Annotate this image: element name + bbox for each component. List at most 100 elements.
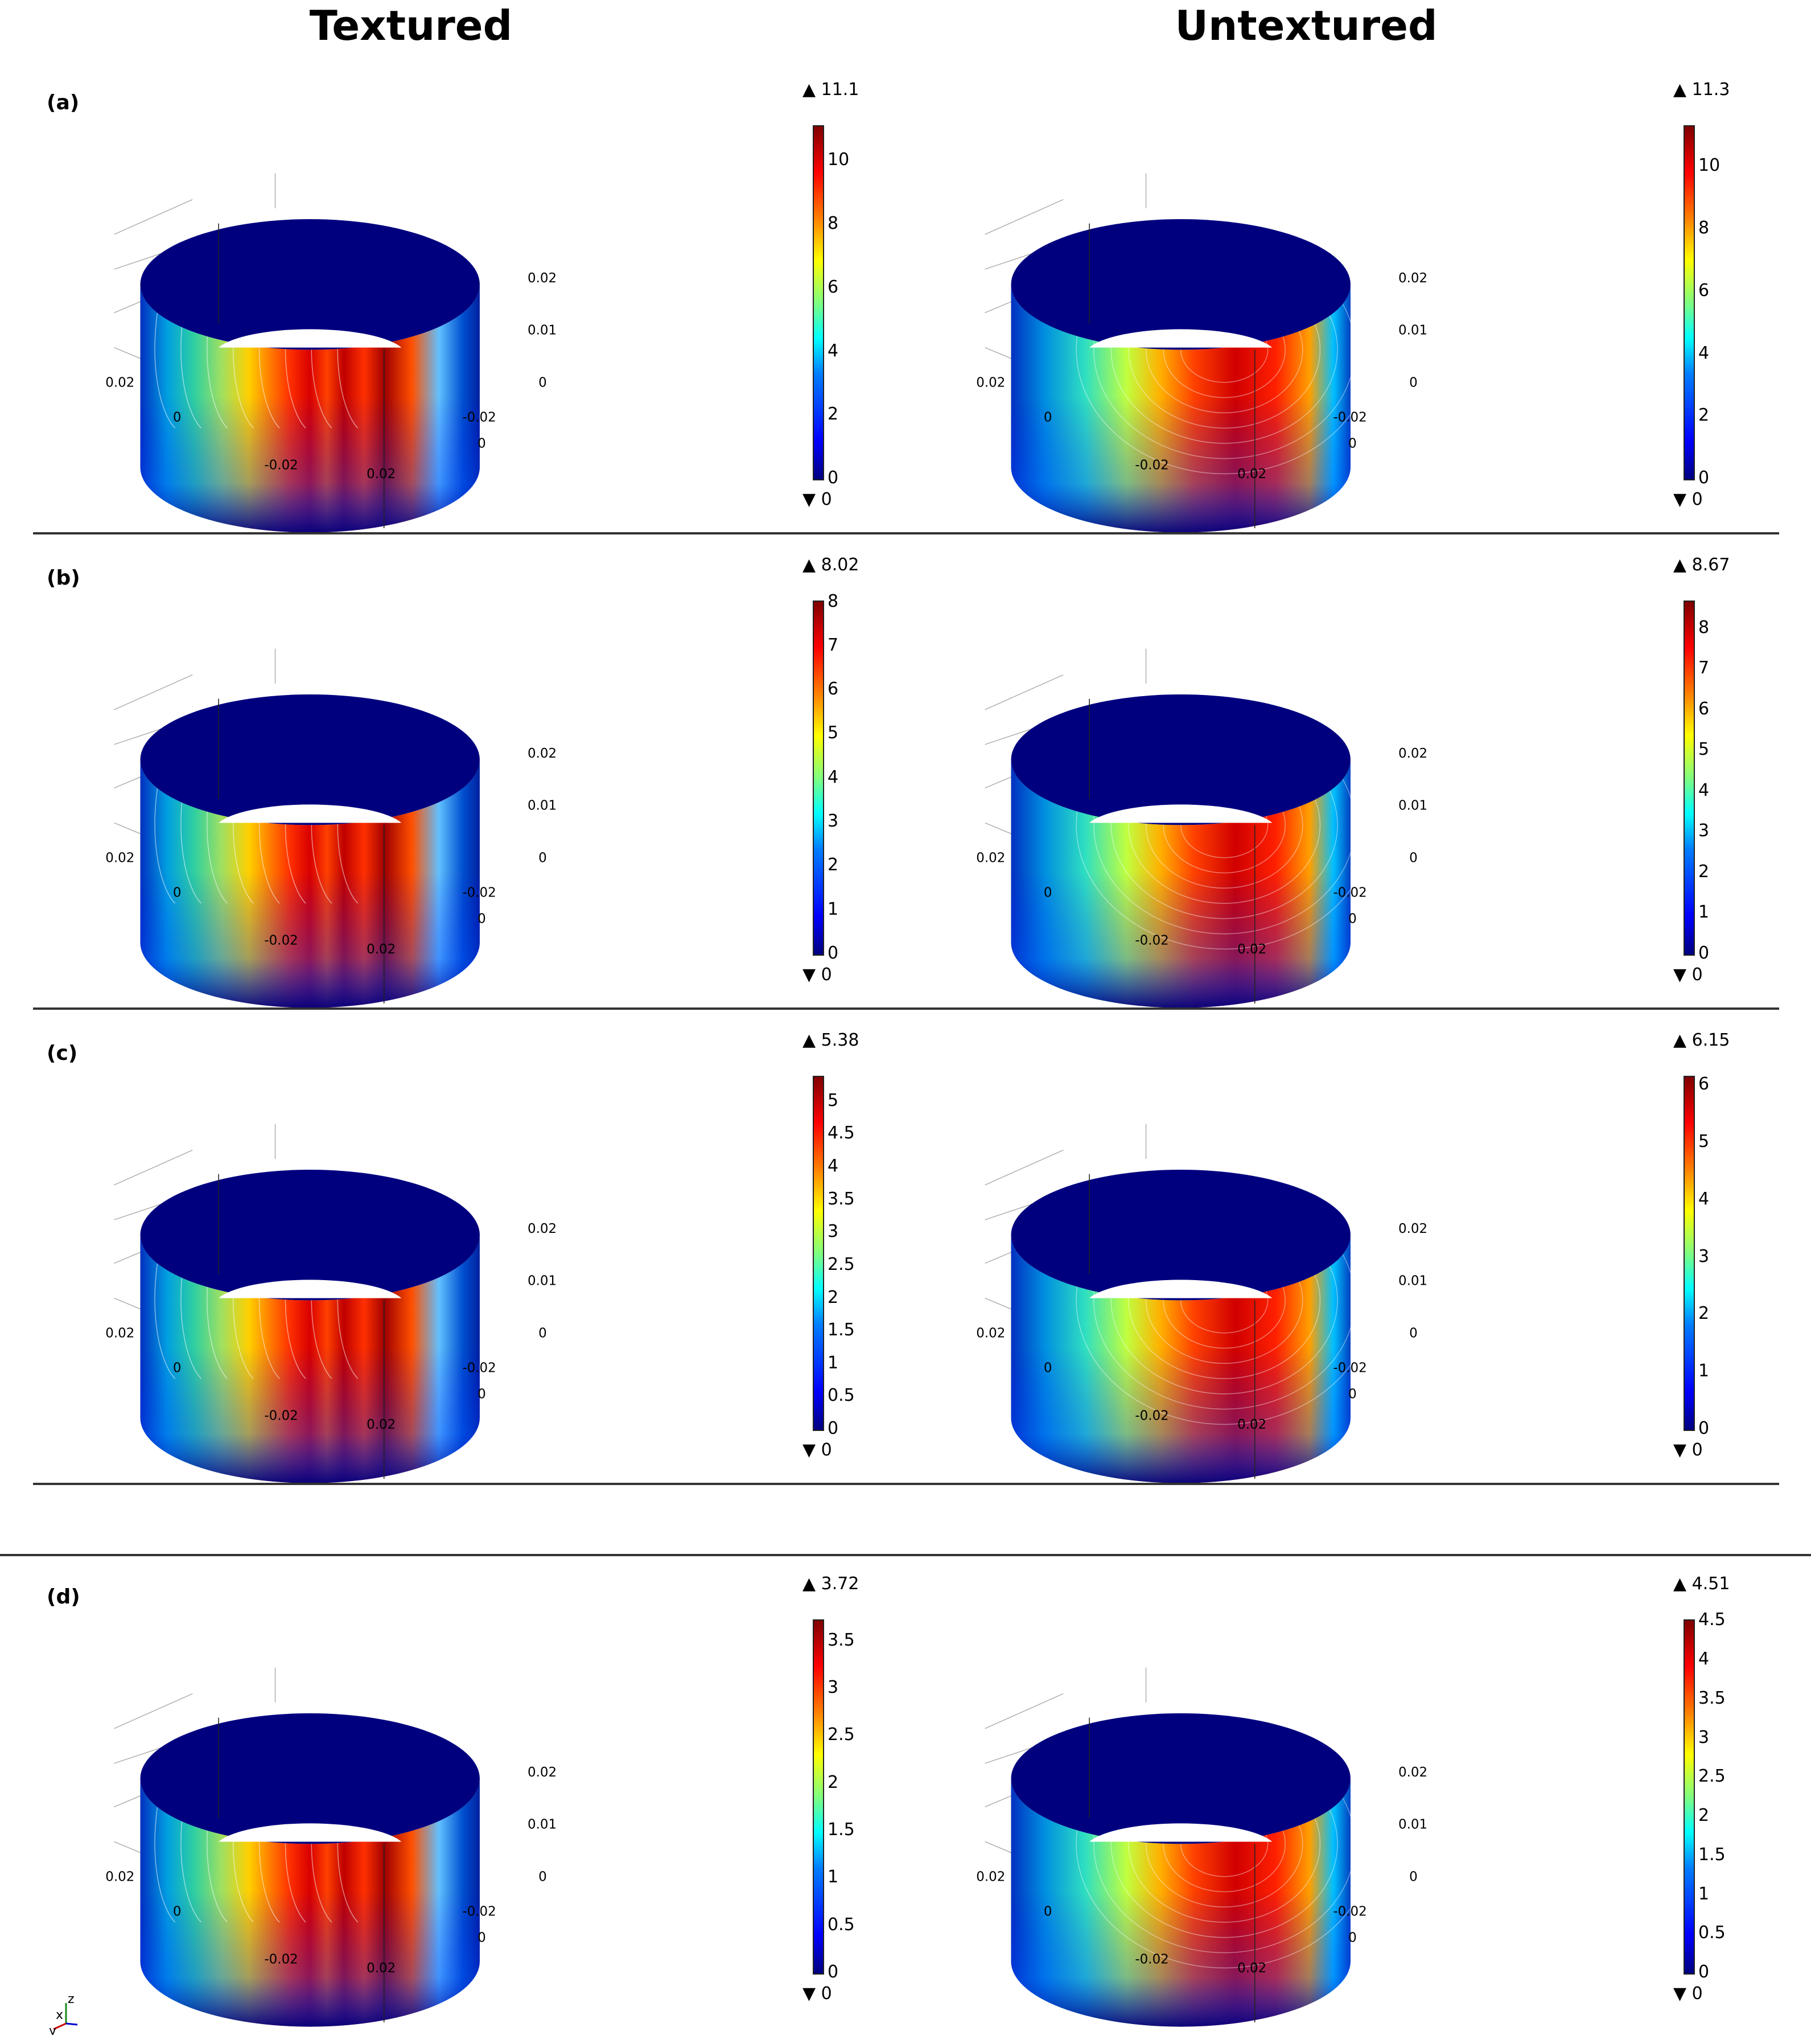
- textured-surface-plot: 0.02 0.01 0 0.02 0 -0.02 0 -0.02 0.02: [97, 606, 557, 1008]
- axis-tick-label: -0.02: [1135, 933, 1168, 948]
- max-triangle-icon: ▲: [802, 555, 821, 575]
- colorbar-tick-label: 2: [828, 1287, 839, 1307]
- axis-tick-label: 0.02: [367, 1961, 396, 1976]
- untextured-colorbar: ▲ 8.67 8 7 6 5 4 3 2 1 0 ▼ 0: [1673, 555, 1759, 1010]
- axis-tick-label: 0: [538, 1326, 547, 1340]
- axis-tick-label: 0.01: [1398, 1817, 1427, 1832]
- axis-tick-label: 0: [1044, 1361, 1052, 1376]
- cylinder-inner-opening: [219, 804, 402, 823]
- axis-tick-label: 0: [1409, 375, 1418, 390]
- triad-y-label: y: [49, 2024, 56, 2035]
- axis-tick-label: 0: [478, 436, 486, 451]
- colorbar-min: ▼ 0: [1673, 1984, 1703, 2004]
- colorbar-tick-label: 8: [828, 213, 839, 234]
- colorbar-tick-label: 7: [828, 635, 839, 655]
- axis-tick-label: 0.02: [1237, 1417, 1266, 1432]
- textured-cylinder-svg: 0.02 0.01 0 0.02 0 -0.02 0 -0.02 0.02: [105, 173, 557, 533]
- cylinder-top-face: [140, 1170, 480, 1301]
- colorbar-tick-label: 5: [1698, 739, 1710, 760]
- axis-tick-label: 0.02: [976, 375, 1005, 390]
- colorbar-max-value: 8.67: [1691, 555, 1730, 575]
- colorbar-tick-label: 3: [828, 811, 839, 832]
- axis-tick-label: 0.02: [1237, 1961, 1266, 1976]
- max-triangle-icon: ▲: [1673, 80, 1692, 100]
- colorbar-tick-label: 5: [1698, 1131, 1710, 1151]
- colorbar-tick-label: 5: [828, 1090, 839, 1111]
- axis-tick-label: 0: [1044, 1905, 1052, 1919]
- colorbar-tick-label: 1: [1698, 1883, 1710, 1904]
- untextured-cylinder-svg: 0.02 0.01 0 0.02 0 -0.02 0 -0.02 0.02: [976, 648, 1427, 1008]
- colorbar-min: ▼ 0: [1673, 965, 1703, 985]
- triad-z-label: z: [68, 1995, 75, 2006]
- row-separator: [33, 1483, 1779, 1485]
- colorbar-min: ▼ 0: [802, 1440, 832, 1460]
- colorbar-tick-label: 2.5: [828, 1725, 855, 1745]
- axis-tick-label: 0.01: [1398, 799, 1427, 813]
- axis-tick-label: 0: [1409, 1869, 1418, 1884]
- colorbar-min: ▼ 0: [1673, 490, 1703, 509]
- colorbar-tick-label: 1: [1698, 1361, 1710, 1381]
- panel-label: (a): [47, 91, 80, 114]
- contour-line: [154, 310, 176, 429]
- colorbar-gradient: [1684, 125, 1695, 480]
- colorbar-min-value: 0: [821, 1440, 832, 1460]
- colorbar-max-value: 11.1: [821, 80, 859, 100]
- axis-tick-label: -0.02: [1135, 458, 1168, 473]
- colorbar-gradient: [813, 1619, 824, 1975]
- colorbar-gradient: [813, 125, 824, 480]
- colorbar-tick-label: 3: [828, 1222, 839, 1242]
- colorbar-tick-label: 2.5: [1698, 1766, 1726, 1787]
- colorbar-max: ▲ 11.3: [1673, 80, 1730, 100]
- colorbar-tick-label: 2: [1698, 861, 1710, 882]
- colorbar-max-value: 6.15: [1691, 1030, 1730, 1050]
- axis-tick-label: -0.02: [1135, 1952, 1168, 1967]
- cylinder-inner-opening: [219, 1823, 402, 1842]
- axis-tick-label: 0: [538, 375, 547, 390]
- colorbar-min: ▼ 0: [802, 490, 832, 509]
- colorbar-min-value: 0: [821, 965, 832, 985]
- axis-tick-label: 0: [478, 1387, 486, 1401]
- axis-tick-label: 0.02: [1398, 1222, 1427, 1236]
- axis-tick-label: 0.02: [367, 942, 396, 957]
- colorbar-tick-label: 4: [1698, 1649, 1710, 1669]
- cylinder-inner-opening: [219, 1280, 402, 1298]
- axis-tick-label: 0.02: [528, 746, 557, 761]
- max-triangle-icon: ▲: [802, 1574, 821, 1594]
- axis-tick-label: 0: [1348, 436, 1357, 451]
- axis-tick-label: 0: [1348, 1387, 1357, 1401]
- cylinder-inner-opening: [1089, 1823, 1273, 1842]
- axis-tick-label: -0.02: [264, 458, 298, 473]
- axis-tick-label: 0: [1409, 850, 1418, 865]
- axis-tick-label: 0: [173, 1361, 182, 1376]
- untextured-surface-plot: 0.02 0.01 0 0.02 0 -0.02 0 -0.02 0.02: [968, 606, 1427, 1008]
- max-triangle-icon: ▲: [1673, 1574, 1692, 1594]
- colorbar-tick-label: 4: [828, 767, 839, 787]
- panel-row-b: (b) 0.02 0.01 0 0.02 0 -0.02 0 -0.02 0.02 ▲ 8.02 8 7…: [0, 544, 1811, 1016]
- colorbar-min: ▼ 0: [802, 1984, 832, 2004]
- cylinder-top-face: [140, 1713, 480, 1844]
- colorbar-tick-label: 4: [1698, 343, 1710, 363]
- colorbar-gradient: [813, 1076, 824, 1431]
- cylinder-top-face: [1011, 219, 1351, 350]
- cylinder-inner-opening: [219, 329, 402, 348]
- axis-tick-label: -0.02: [264, 1409, 298, 1424]
- colorbar-tick-label: 1.5: [1698, 1844, 1726, 1865]
- axis-tick-label: 0: [538, 1869, 547, 1884]
- contour-line: [154, 1261, 176, 1379]
- axis-tick-label: 0: [173, 1905, 182, 1919]
- min-triangle-icon: ▼: [802, 965, 821, 985]
- colorbar-min-value: 0: [1691, 1440, 1703, 1460]
- min-triangle-icon: ▼: [802, 1440, 821, 1460]
- axis-tick-label: -0.02: [1135, 1409, 1168, 1424]
- textured-surface-plot: 0.02 0.01 0 0.02 0 -0.02 0 -0.02 0.02: [97, 1625, 557, 2027]
- cylinder-top-face: [1011, 1713, 1351, 1844]
- axis-tick-label: 0.02: [528, 1765, 557, 1780]
- min-triangle-icon: ▼: [1673, 965, 1692, 985]
- min-triangle-icon: ▼: [802, 1984, 821, 2004]
- colorbar-tick-label: 10: [1698, 155, 1721, 176]
- axis-tick-label: 0.01: [528, 1817, 557, 1832]
- cylinder-top-face: [140, 694, 480, 825]
- colorbar-tick-label: 0: [828, 943, 839, 963]
- axis-tick-label: 0.02: [1398, 746, 1427, 761]
- colorbar-tick-label: 6: [1698, 698, 1710, 719]
